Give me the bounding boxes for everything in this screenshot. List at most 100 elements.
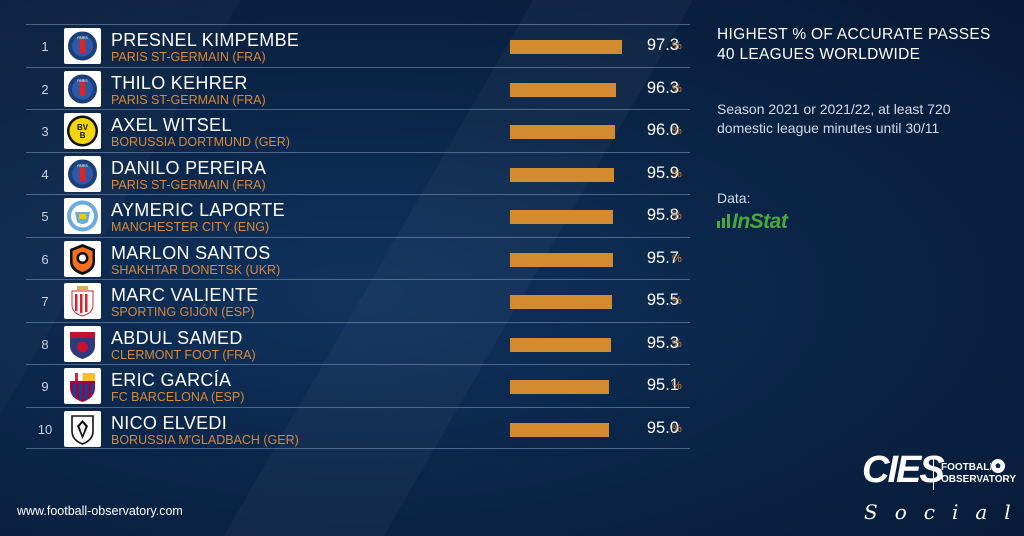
value-label: 95.9 [646, 163, 679, 182]
shakhtar-logo-icon [64, 240, 101, 277]
psg-logo-icon: PARIS [64, 28, 101, 64]
player-name: THILO KEHRER [111, 72, 248, 93]
value-label: 95.1 [646, 376, 679, 394]
club-name: MANCHESTER CITY (ENG) [111, 220, 270, 234]
value-label: 95.0 [646, 418, 679, 437]
percent-sign: % [672, 295, 682, 307]
club-name: BORUSSIA DORTMUND (GER) [111, 135, 290, 149]
value-bar [510, 167, 614, 182]
rank-number: 8 [41, 336, 49, 352]
football-icon [990, 458, 1006, 474]
table-row: 9 ERIC GARCÍA FC BARCELONA (ESP) 95.1% [26, 364, 690, 407]
player-name: MARLON SANTOS [111, 242, 271, 263]
table-row: 10 NICO ELVEDI BORUSSIA M'GLADBACH (GER) 95… [26, 406, 690, 449]
table-row: 4 PARIS DANILO PEREIRA PARIS ST-GERMAIN (FR… [26, 151, 690, 195]
player-name: DANILO PEREIRA [111, 157, 267, 178]
fo-line-2: OBSERVATORY [941, 474, 1017, 485]
club-name: CLERMONT FOOT (FRA) [111, 347, 256, 362]
percent-sign: % [672, 210, 682, 222]
value-bar [510, 380, 609, 394]
rank-number: 6 [41, 251, 49, 267]
svg-text:PARIS: PARIS [77, 36, 88, 40]
value-label: 95.5 [646, 291, 679, 309]
player-name: PRESNEL KIMPEMBE [111, 30, 300, 50]
bvb-logo-icon: BV B [64, 113, 101, 149]
football-observatory-wordmark: FOOTBALL OBSERVATORY [941, 462, 1016, 486]
value-label: 95.8 [646, 206, 679, 224]
rank-number: 10 [37, 421, 53, 437]
table-row: 6 MARLON SANTOS SHAKHTAR DONETSK (UKR) 95.7… [26, 236, 690, 280]
fo-line-1: FOOTBALL [941, 462, 996, 473]
table-row: 2 PARIS THILO KEHRER PARIS ST-GERMAIN (FRA)… [26, 66, 690, 110]
rank-number: 3 [41, 124, 49, 139]
value-bar [510, 422, 609, 437]
cies-logo: CIES [862, 449, 945, 491]
value-label: 95.3 [646, 333, 679, 352]
percent-sign: % [672, 252, 682, 265]
player-name: MARC VALIENTE [111, 285, 259, 305]
social-tagline: Social [864, 500, 1024, 524]
data-source-label: Data: [717, 190, 751, 206]
note-line-2: domestic league minutes until 30/11 [717, 120, 940, 136]
value-bar [510, 40, 622, 54]
percent-sign: % [672, 167, 682, 180]
percent-sign: % [672, 337, 682, 350]
value-bar [510, 252, 613, 267]
man-city-logo-icon [64, 198, 101, 234]
club-name: SPORTING GIJÓN (ESP) [111, 305, 255, 319]
website-url: www.football-observatory.com [17, 504, 183, 518]
psg-logo-icon: PARIS [64, 155, 101, 192]
methodology-note: Season 2021 or 2021/22, at least 720 dom… [717, 100, 951, 138]
value-bar [510, 337, 611, 352]
player-name: AYMERIC LAPORTE [111, 200, 285, 220]
instat-bars-icon [717, 214, 730, 228]
rank-number: 4 [41, 166, 49, 182]
title-line: HIGHEST % OF ACCURATE PASSES [717, 26, 991, 43]
rank-number: 2 [41, 81, 49, 97]
percent-sign: % [672, 40, 682, 52]
club-name: FC BARCELONA (ESP) [111, 390, 245, 404]
clermont-logo-icon [64, 325, 101, 362]
rank-number: 5 [41, 209, 49, 224]
value-label: 95.7 [646, 248, 679, 267]
value-label: 97.3 [646, 36, 679, 54]
barcelona-logo-icon [64, 368, 101, 404]
percent-sign: % [672, 82, 682, 95]
value-label: 96.0 [646, 121, 679, 139]
percent-sign: % [672, 380, 682, 392]
club-name: BORUSSIA M'GLADBACH (GER) [111, 432, 299, 447]
ranking-table: 1 PARIS PRESNEL KIMPEMBE PARIS ST-GERMAIN (… [26, 24, 690, 449]
club-name: SHAKHTAR DONETSK (UKR) [111, 262, 281, 277]
player-name: AXEL WITSEL [111, 115, 232, 135]
chart-title: HIGHEST % OF ACCURATE PASSES 40 LEAGUES … [717, 25, 991, 65]
player-name: ABDUL SAMED [111, 327, 243, 348]
table-row: 8 ABDUL SAMED CLERMONT FOOT (FRA) 95.3% [26, 321, 690, 365]
svg-text:PARIS: PARIS [77, 164, 88, 168]
instat-wordmark: InStat [732, 210, 788, 233]
value-bar [510, 82, 616, 97]
percent-sign: % [672, 422, 682, 435]
svg-text:PARIS: PARIS [77, 79, 88, 83]
rank-number: 7 [41, 294, 49, 309]
club-name: PARIS ST-GERMAIN (FRA) [111, 177, 266, 192]
value-bar [510, 210, 613, 224]
instat-logo: InStat [717, 210, 788, 234]
player-name: NICO ELVEDI [111, 412, 227, 433]
gladbach-logo-icon [64, 410, 101, 447]
note-line-1: Season 2021 or 2021/22, at least 720 [717, 101, 951, 117]
sporting-gijon-logo-icon [64, 283, 101, 319]
value-bar [510, 295, 612, 309]
value-bar [510, 125, 615, 139]
psg-logo-icon: PARIS [64, 70, 101, 107]
table-row: 1 PARIS PRESNEL KIMPEMBE PARIS ST-GERMAIN (… [26, 24, 690, 67]
player-name: ERIC GARCÍA [111, 370, 232, 390]
table-row: 3 BV B AXEL WITSEL BORUSSIA DORTMUND (GER) 96… [26, 109, 690, 152]
percent-sign: % [672, 125, 682, 137]
value-label: 96.3 [646, 78, 679, 97]
logo-divider [933, 458, 934, 490]
rank-number: 9 [41, 379, 49, 394]
subtitle-line: 40 LEAGUES WORLDWIDE [717, 46, 921, 63]
svg-text:B: B [80, 131, 86, 140]
svg-text:BV: BV [77, 123, 89, 132]
table-row: 5 AYMERIC LAPORTE MANCHESTER CITY (ENG) 95.… [26, 194, 690, 237]
